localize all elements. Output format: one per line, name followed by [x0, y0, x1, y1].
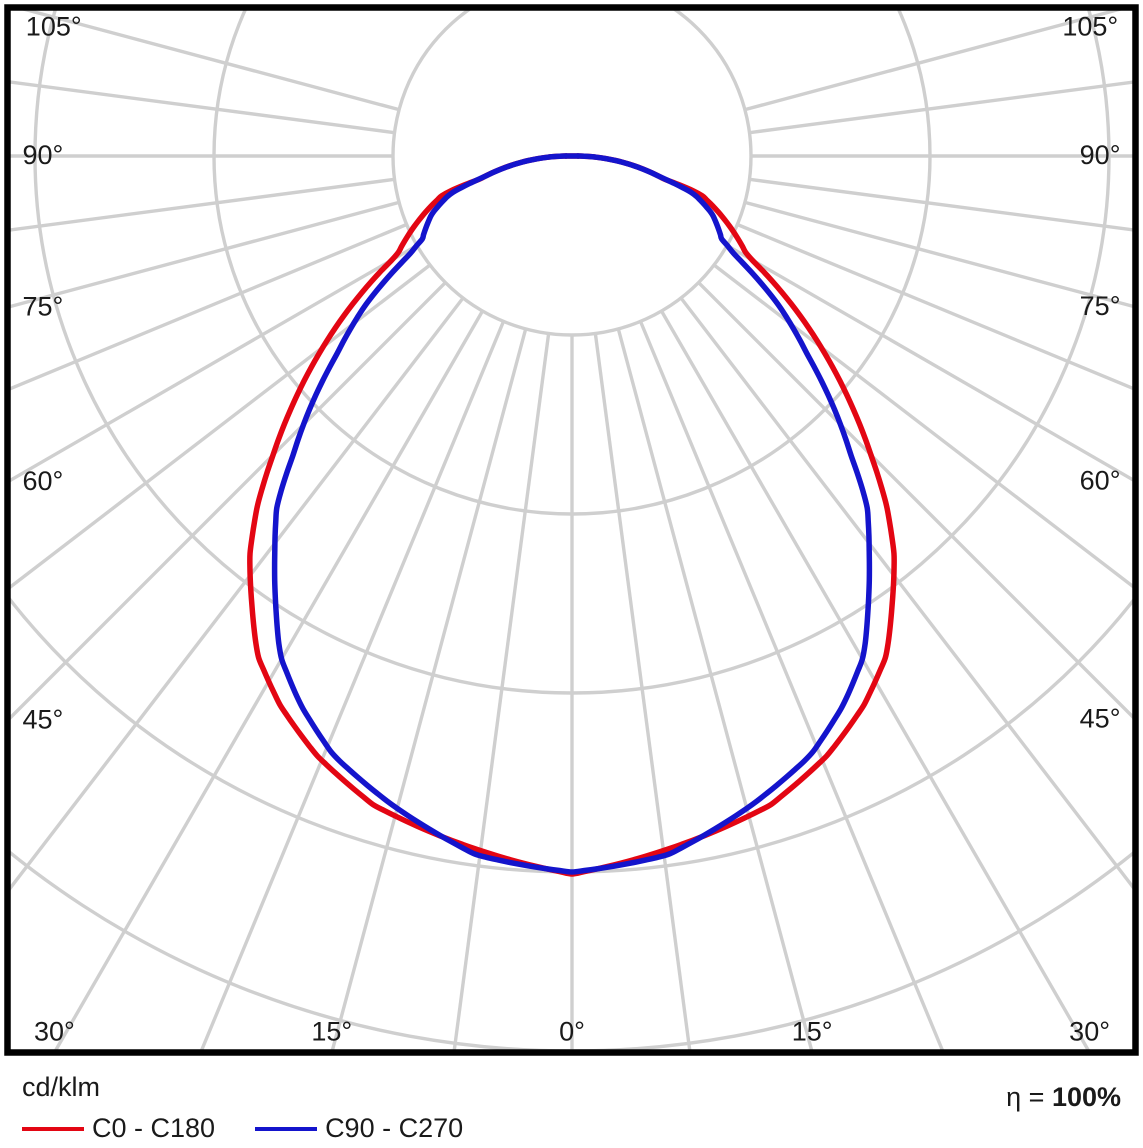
svg-text:45°: 45°	[1080, 704, 1121, 734]
svg-text:90°: 90°	[1080, 140, 1121, 170]
svg-text:105°: 105°	[26, 12, 82, 42]
svg-text:45°: 45°	[23, 705, 64, 735]
svg-text:15°: 15°	[311, 1017, 352, 1047]
svg-text:90°: 90°	[23, 140, 64, 170]
svg-text:0°: 0°	[559, 1017, 585, 1047]
svg-text:75°: 75°	[1080, 291, 1121, 321]
svg-text:60°: 60°	[1080, 465, 1121, 495]
svg-text:15°: 15°	[792, 1017, 833, 1047]
svg-text:105°: 105°	[1062, 12, 1118, 42]
svg-text:75°: 75°	[23, 291, 64, 321]
svg-text:30°: 30°	[34, 1017, 75, 1047]
svg-text:30°: 30°	[1069, 1017, 1110, 1047]
svg-text:60°: 60°	[23, 466, 64, 496]
